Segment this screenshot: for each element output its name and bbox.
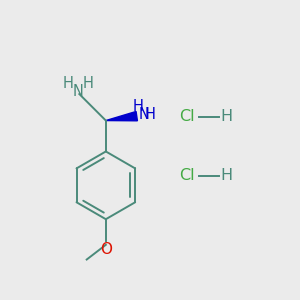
Text: H: H: [63, 76, 74, 91]
Text: H: H: [220, 167, 232, 182]
Text: H: H: [133, 99, 144, 114]
Text: N: N: [138, 107, 149, 122]
Text: Cl: Cl: [179, 167, 195, 182]
Text: H: H: [220, 109, 232, 124]
Text: H: H: [83, 76, 94, 91]
Text: Cl: Cl: [179, 109, 195, 124]
Text: H: H: [145, 107, 155, 122]
Text: O: O: [100, 242, 112, 257]
Text: N: N: [72, 84, 83, 99]
Polygon shape: [106, 112, 137, 121]
